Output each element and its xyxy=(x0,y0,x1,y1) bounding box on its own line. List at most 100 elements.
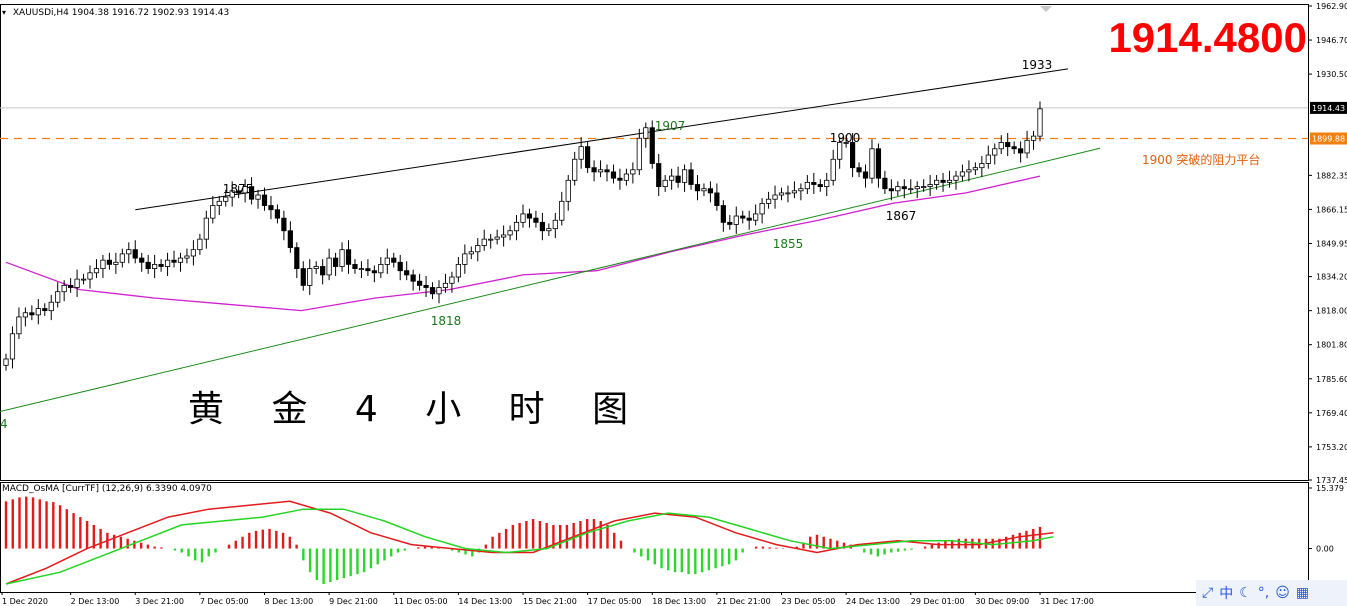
candle-body xyxy=(410,274,416,282)
candle-body xyxy=(281,217,287,232)
candle-body xyxy=(177,257,184,263)
candle-body xyxy=(9,333,16,360)
annotation-label: 1867 xyxy=(886,209,917,223)
candle-body xyxy=(313,266,319,269)
candle-body xyxy=(714,192,720,206)
y-tick-label: 1769.40 xyxy=(1316,409,1347,418)
candle-body xyxy=(979,163,985,169)
candle-body xyxy=(210,205,216,219)
candle-body xyxy=(623,173,630,181)
candle-body xyxy=(520,213,526,223)
candle-body xyxy=(391,257,397,263)
x-tick-label: 14 Dec 13:00 xyxy=(458,597,512,606)
candle-body xyxy=(501,234,507,238)
candle-body xyxy=(765,198,772,204)
candle-body xyxy=(572,158,578,181)
candle-body xyxy=(733,215,739,225)
candle-body xyxy=(132,249,138,259)
candle-body xyxy=(164,259,171,267)
candle-body xyxy=(365,268,371,272)
candle-body xyxy=(429,287,436,295)
candle-body xyxy=(901,186,907,190)
candle-body xyxy=(145,261,151,269)
main-panel-frame xyxy=(0,4,1309,481)
candle-body xyxy=(126,249,132,255)
resistance-trend-line xyxy=(135,68,1069,211)
candle-body xyxy=(824,179,830,188)
ime-chinese-icon[interactable]: 中 xyxy=(1219,586,1234,602)
dot-icon[interactable]: °, xyxy=(1257,585,1270,601)
ohlc-label: 1904.38 1916.72 1902.93 1914.43 xyxy=(71,8,230,18)
macd-panel-frame xyxy=(0,482,1309,593)
candle-body xyxy=(804,181,810,190)
candle-body xyxy=(352,263,358,269)
candle-body xyxy=(223,196,229,202)
candle-body xyxy=(462,253,468,265)
candle-body xyxy=(817,184,823,188)
candle-body xyxy=(423,285,429,288)
candle-body xyxy=(921,186,927,189)
candle-body xyxy=(526,213,533,219)
scroll-marker-icon xyxy=(1040,6,1052,12)
dashed-price-badge xyxy=(1310,132,1347,145)
candle-body xyxy=(597,169,604,173)
candle-body xyxy=(3,358,9,366)
candle-body xyxy=(785,192,791,195)
candle-body xyxy=(242,186,248,194)
candle-body xyxy=(649,127,655,164)
candle-body xyxy=(837,142,843,160)
annotation-label: 1900 突破的阻力平台 xyxy=(1142,152,1260,167)
candle-body xyxy=(914,186,920,190)
candle-body xyxy=(190,249,197,257)
x-tick-label: 9 Dec 21:00 xyxy=(329,597,378,606)
candle-body xyxy=(203,217,209,240)
candle-body xyxy=(261,194,268,206)
x-tick-label: 21 Dec 21:00 xyxy=(717,597,771,606)
candle-body xyxy=(48,301,54,312)
macd-signal-line xyxy=(5,508,1054,585)
candle-body xyxy=(940,179,946,183)
candle-body xyxy=(772,194,778,200)
candle-body xyxy=(908,188,914,191)
candle-body xyxy=(513,221,520,232)
emoji-icon[interactable]: ☺ xyxy=(1275,585,1290,601)
candle-body xyxy=(1024,139,1030,154)
y-tick-label: 1946.70 xyxy=(1316,36,1347,45)
candle-body xyxy=(87,272,93,280)
y-tick-label: 1737.45 xyxy=(1316,476,1347,485)
y-tick-label: 1801.80 xyxy=(1316,341,1347,350)
y-tick-label: 1818.00 xyxy=(1316,307,1347,316)
candle-body xyxy=(416,280,423,286)
grid-icon[interactable]: ▦ xyxy=(1295,585,1310,601)
candle-body xyxy=(468,251,474,255)
expand-icon[interactable]: ⤢ xyxy=(1202,585,1214,601)
candle-body xyxy=(494,236,500,240)
candle-body xyxy=(475,245,481,253)
candle-body xyxy=(268,205,274,211)
moon-icon[interactable]: ☾ xyxy=(1239,585,1252,601)
candle-body xyxy=(455,263,461,278)
candle-body xyxy=(1011,146,1017,150)
candle-body xyxy=(895,186,901,192)
candle-body xyxy=(229,190,235,198)
candle-body xyxy=(1037,108,1043,137)
candle-body xyxy=(236,190,242,194)
candle-body xyxy=(753,213,759,221)
ime-tray: ⤢ 中 ☾ °, ☺ ▦ xyxy=(1196,580,1347,606)
x-tick-label: 11 Dec 05:00 xyxy=(394,597,448,606)
chart-overlay-title: 黄 金 4 小 时 图 xyxy=(188,389,647,430)
dropdown-icon[interactable]: ▾ xyxy=(2,8,7,17)
candle-body xyxy=(307,268,313,286)
candle-body xyxy=(959,171,966,177)
candle-body xyxy=(966,169,972,173)
candle-body xyxy=(481,238,487,246)
y-tick-label: 1834.20 xyxy=(1316,273,1347,282)
y-tick-label: 1866.15 xyxy=(1316,205,1347,214)
x-tick-label: 15 Dec 21:00 xyxy=(523,597,577,606)
candle-body xyxy=(946,179,953,183)
y-tick-label: 1930.50 xyxy=(1316,70,1347,79)
chart-header: ▾ XAUUSDi,H4 1904.38 1916.72 1902.93 191… xyxy=(2,8,229,18)
candle-body xyxy=(61,285,67,293)
candle-body xyxy=(552,219,558,230)
